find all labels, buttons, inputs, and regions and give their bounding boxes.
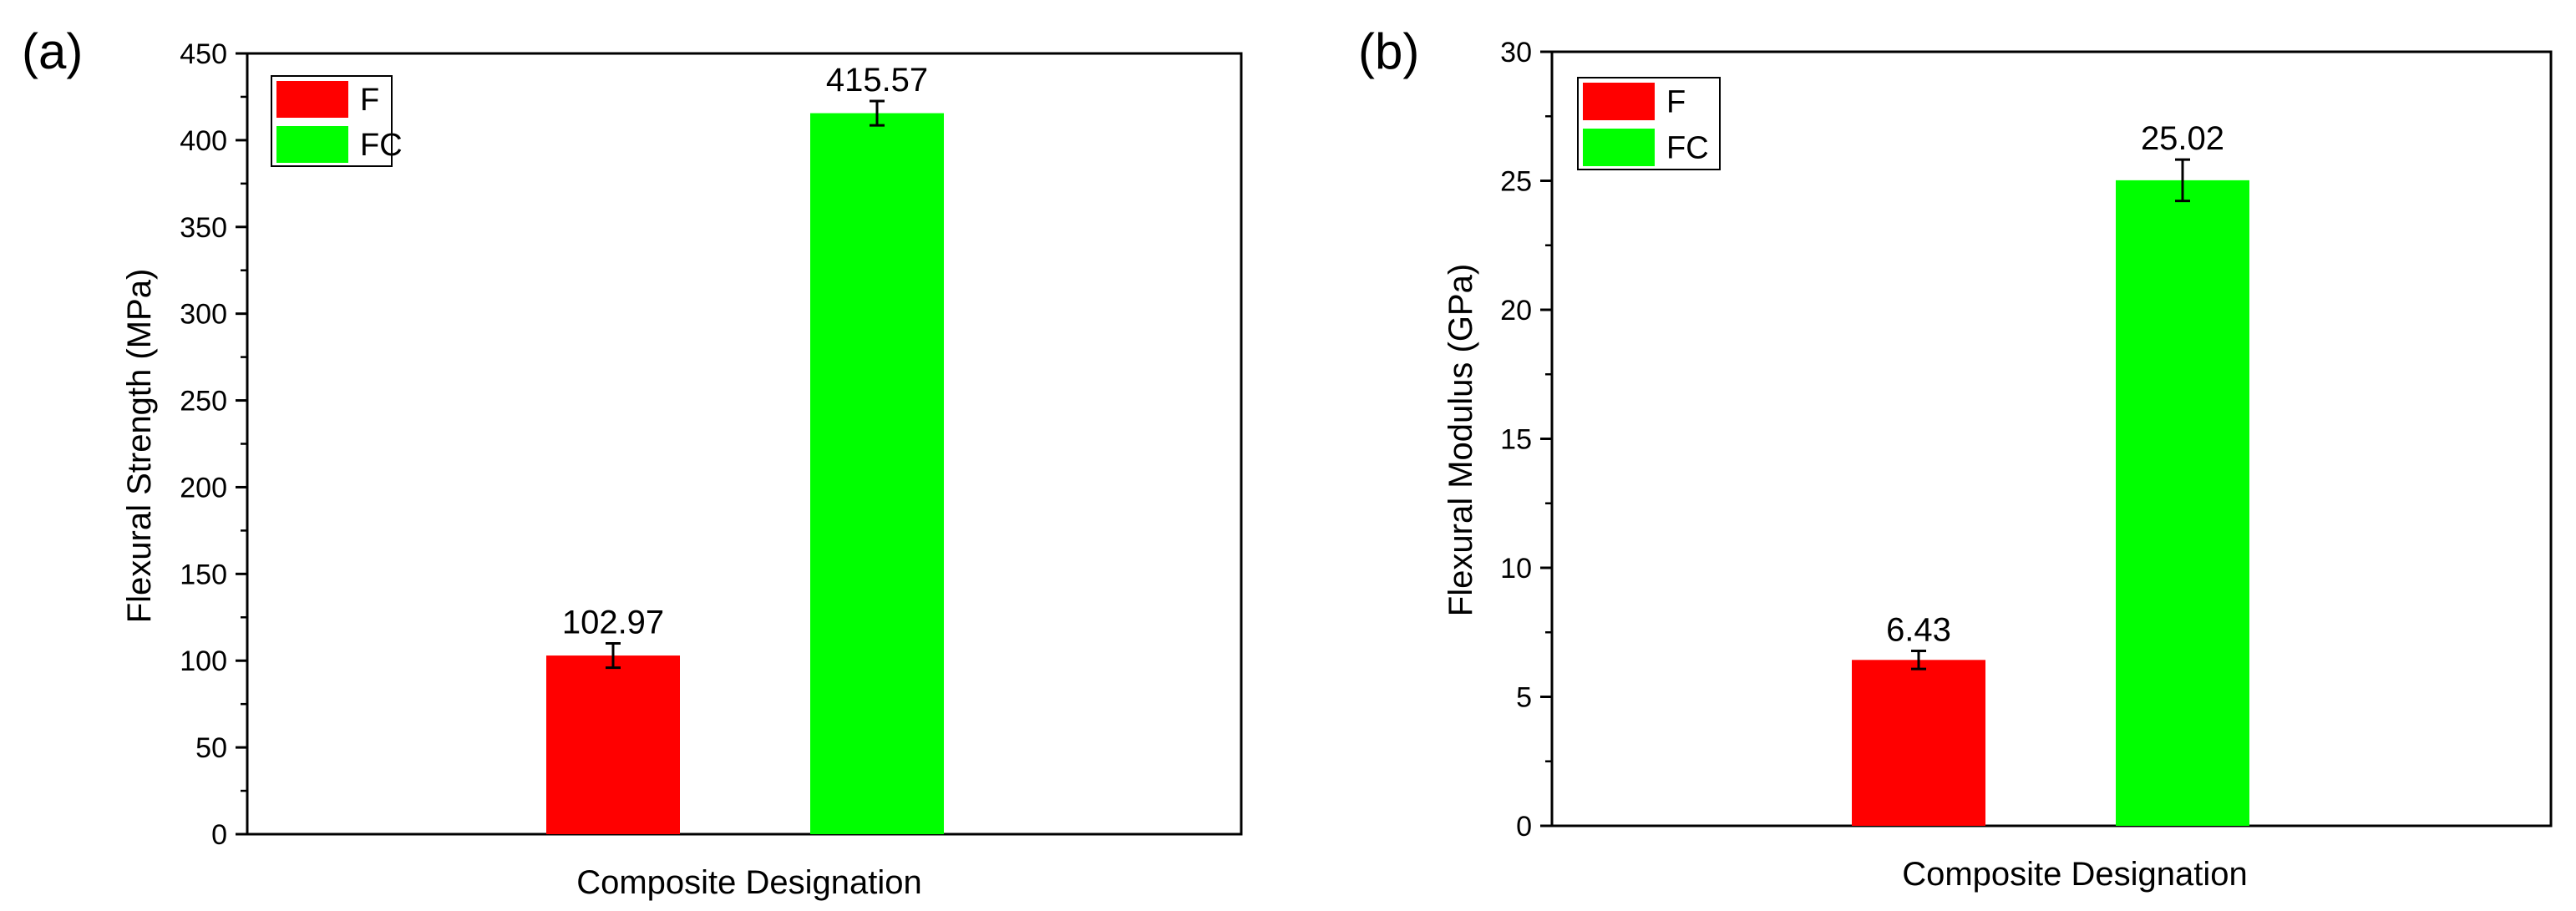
panel-a-label: (a)	[22, 23, 83, 79]
panel-b-legend-swatch-fc	[1583, 129, 1655, 166]
panel-b-value-label-fc: 25.02	[2141, 120, 2224, 157]
panel-b-bar-fc	[2116, 180, 2249, 826]
panel-b-plot: 0 5 10 15 20 25 30 6.43 25.02 F FC	[1500, 37, 2553, 843]
panel-a: (a) 0 50 100 150 200 250 300 350 400 450 102.97 415…	[22, 23, 1243, 901]
panel-a-plot: 0 50 100 150 200 250 300 350 400 450 102.97 415.57 F…	[180, 38, 1243, 851]
panel-a-y-tick-label: 400	[180, 125, 227, 157]
panel-b-legend-label-fc: FC	[1666, 131, 1709, 166]
panel-b-x-axis-label: Composite Designation	[1902, 856, 2248, 893]
panel-a-value-label-fc: 415.57	[826, 62, 928, 99]
panel-a-legend-swatch-fc	[276, 126, 348, 163]
panel-a-y-tick-label: 300	[180, 299, 227, 331]
panel-b-y-tick-label: 10	[1500, 553, 1532, 585]
panel-a-y-tick-label: 0	[211, 819, 227, 851]
panel-a-legend-label-fc: FC	[360, 128, 403, 163]
panel-b-y-tick-label: 25	[1500, 166, 1532, 198]
panel-b-y-tick-label: 5	[1516, 682, 1532, 714]
panel-a-y-tick-label: 450	[180, 38, 227, 70]
panel-b-legend-label-f: F	[1666, 85, 1686, 120]
panel-a-y-tick-label: 100	[180, 645, 227, 677]
panel-b-label: (b)	[1358, 23, 1419, 79]
panel-a-legend-swatch-f	[276, 81, 348, 118]
panel-b-legend-swatch-f	[1583, 83, 1655, 120]
panel-a-x-axis-label: Composite Designation	[576, 864, 922, 901]
panel-a-bar-f	[546, 655, 680, 834]
panel-a-y-tick-label: 50	[195, 732, 227, 764]
panel-b-bar-f	[1852, 660, 1985, 826]
panel-a-y-tick-label: 200	[180, 472, 227, 504]
panel-a-y-tick-label: 250	[180, 386, 227, 418]
panel-b-value-label-f: 6.43	[1886, 611, 1951, 648]
panel-a-value-label-f: 102.97	[562, 605, 664, 641]
panel-b-y-axis-label: Flexural Modulus (GPa)	[1443, 264, 1479, 616]
panel-a-y-tick-label: 350	[180, 212, 227, 244]
panel-a-y-axis-label: Flexural Strength (MPa)	[121, 269, 158, 624]
panel-a-y-tick-label: 150	[180, 559, 227, 590]
panel-b: (b) 0 5 10 15 20 25 30 6.43 25.02 F FC Flexural Mo…	[1358, 23, 2553, 893]
panel-a-bar-fc	[810, 113, 944, 834]
panel-b-y-tick-label: 15	[1500, 424, 1532, 456]
panel-b-y-tick-label: 30	[1500, 37, 1532, 68]
panel-a-plot-frame	[246, 52, 1243, 836]
panel-b-y-tick-label: 20	[1500, 295, 1532, 326]
panel-b-y-tick-label: 0	[1516, 811, 1532, 843]
panel-a-legend-label-f: F	[360, 83, 379, 118]
